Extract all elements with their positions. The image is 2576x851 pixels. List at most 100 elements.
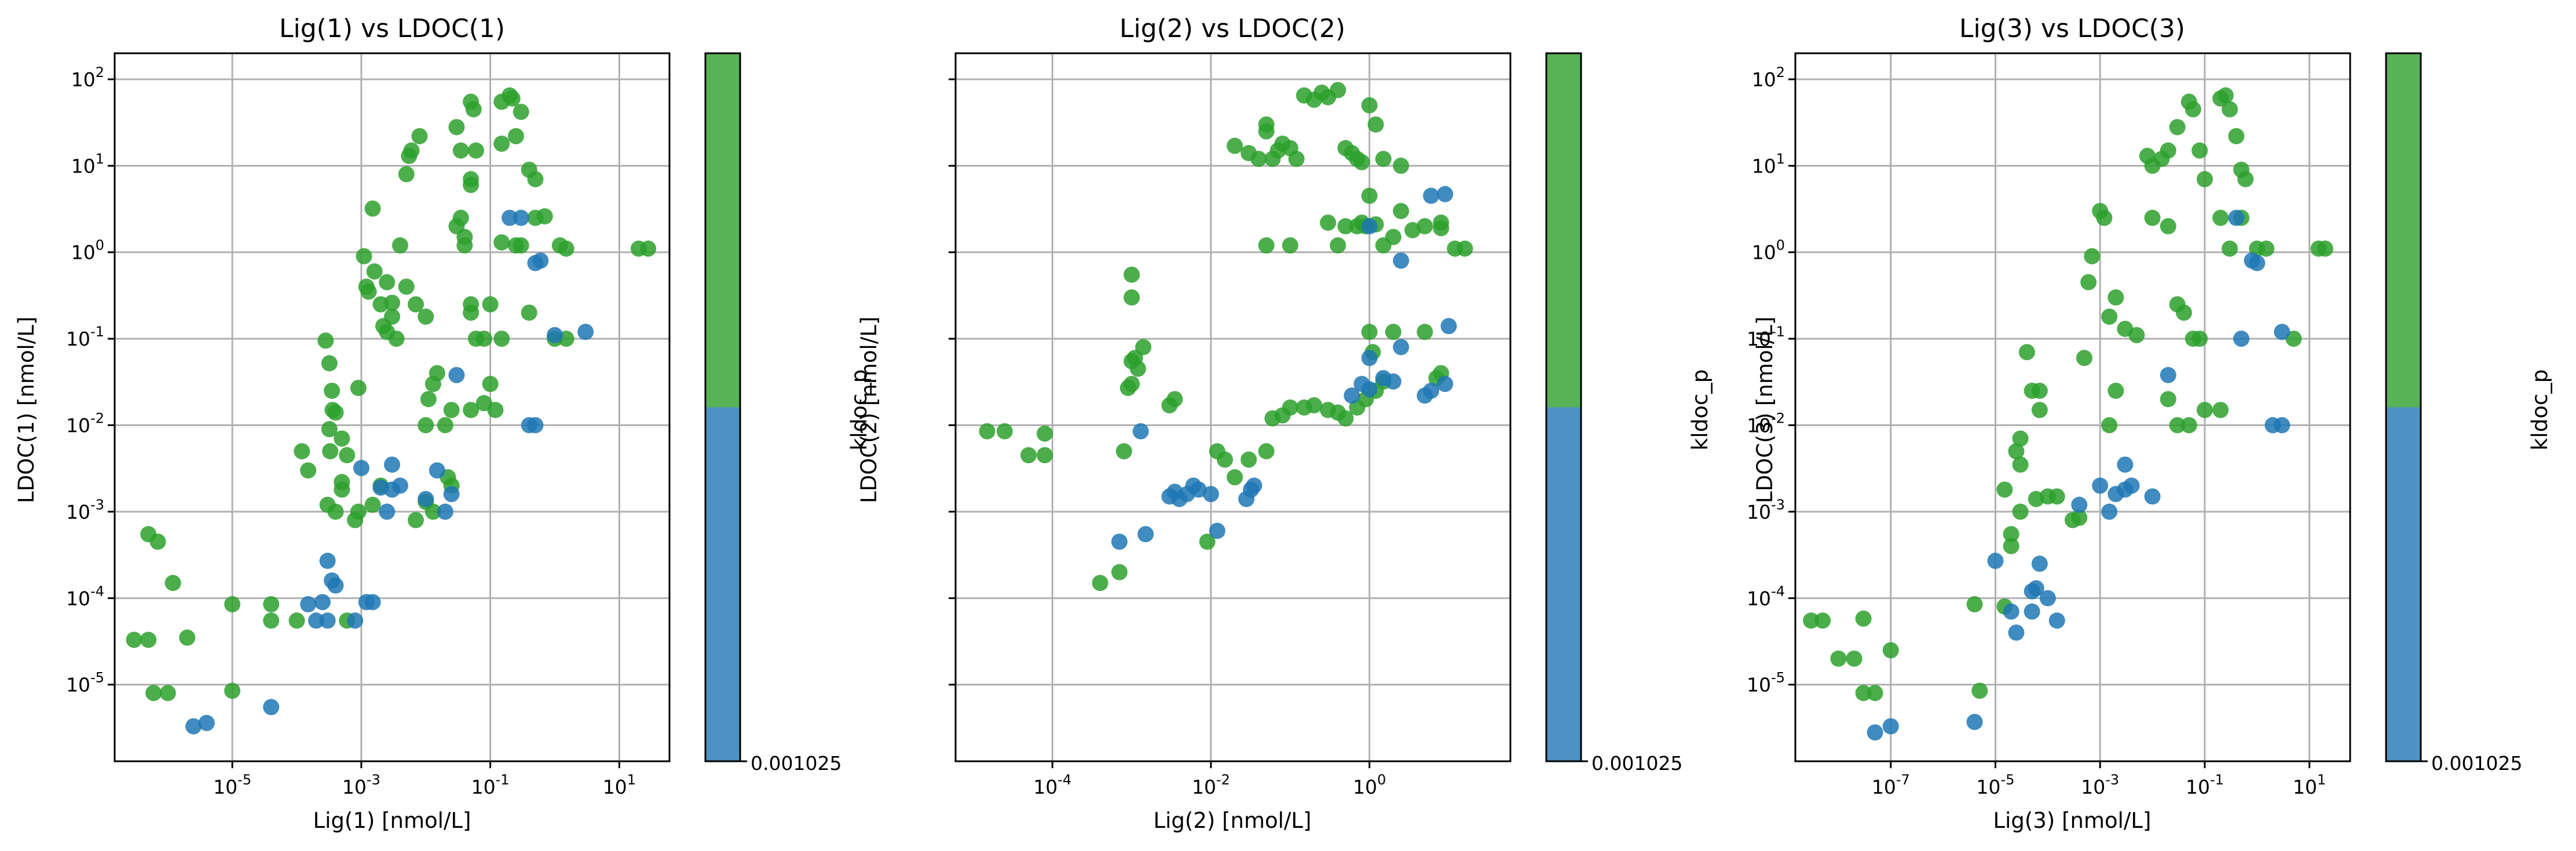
scatter-point	[2080, 274, 2097, 291]
scatter-point	[1361, 97, 1378, 113]
y-tick-label: 10-4	[1747, 583, 1785, 610]
scatter-point	[1361, 381, 1378, 398]
scatter-point	[2031, 383, 2048, 399]
scatter-point	[2222, 101, 2238, 118]
scatter-point	[327, 404, 344, 421]
scatter-point	[2169, 417, 2186, 434]
scatter-point	[1037, 426, 1053, 442]
scatter-point	[2160, 391, 2176, 408]
scatter-point	[159, 685, 176, 702]
scatter-point	[1457, 240, 1473, 257]
scatter-point	[456, 237, 473, 254]
colorbar-tick-label: 0.001025	[2431, 752, 2522, 775]
scatter-point	[319, 612, 336, 629]
scatter-point	[2012, 430, 2029, 447]
x-axis-label: Lig(3) [nmol/L]	[1993, 808, 2151, 833]
scatter-point	[224, 596, 241, 612]
scatter-point	[2003, 526, 2019, 542]
x-tick-label: 10-1	[471, 772, 510, 798]
scatter-point	[1882, 642, 1899, 659]
scatter-point	[2169, 119, 2186, 135]
colorbar-frame	[1545, 52, 1582, 762]
scatter-point	[1344, 387, 1360, 404]
scatter-point	[1330, 82, 1346, 98]
x-axis-label: Lig(1) [nmol/L]	[313, 808, 471, 833]
scatter-point	[465, 101, 482, 118]
scatter-point	[1393, 203, 1410, 219]
scatter-point	[2228, 128, 2245, 145]
scatter-point	[1440, 318, 1457, 335]
scatter-point	[1353, 154, 1370, 171]
scatter-point	[979, 423, 996, 439]
scatter-point	[1209, 523, 1225, 539]
x-tick-label: 10-1	[2186, 772, 2224, 798]
scatter-point	[2144, 488, 2161, 505]
scatter-point	[527, 417, 544, 434]
scatter-point	[347, 612, 364, 629]
scatter-point	[429, 365, 445, 382]
scatter-point	[1417, 218, 1433, 234]
x-axis-label: Lig(2) [nmol/L]	[1154, 808, 1312, 833]
scatter-point	[1996, 481, 2013, 498]
scatter-point	[507, 128, 524, 145]
scatter-point	[2028, 580, 2044, 597]
scatter-point	[527, 171, 544, 188]
scatter-point	[350, 503, 367, 520]
scatter-point	[577, 324, 594, 340]
scatter-point	[2160, 366, 2176, 383]
scatter-point	[527, 255, 544, 272]
scatter-point	[2128, 327, 2145, 343]
scatter-point	[384, 295, 400, 311]
scatter-point	[2123, 477, 2140, 494]
scatter-point	[443, 486, 460, 502]
chart-title: Lig(2) vs LDOC(2)	[1119, 14, 1345, 43]
scatter-point	[1966, 596, 1983, 612]
scatter-point	[321, 421, 338, 438]
scatter-point	[547, 327, 563, 343]
scatter-point	[408, 512, 424, 529]
scatter-point	[300, 462, 317, 479]
scatter-points	[126, 87, 657, 735]
y-tick-label: 101	[71, 151, 104, 177]
scatter-point	[2092, 477, 2109, 494]
scatter-point	[1111, 533, 1128, 550]
scatter-point	[2197, 402, 2213, 419]
x-tick-label: 10-2	[1192, 772, 1230, 798]
subplot-lig3-vs-ldoc3: Lig(3) vs LDOC(3) Lig(3) [nmol/L] LDOC(3…	[1747, 14, 2552, 833]
scatter-point	[1124, 266, 1140, 283]
scatter-point	[2031, 555, 2048, 572]
scatter-point	[452, 142, 469, 159]
scatter-point	[1135, 339, 1152, 355]
scatter-point	[448, 119, 465, 135]
scatter-point	[1393, 157, 1410, 174]
scatter-point	[487, 402, 504, 419]
colorbar-segment-high	[1546, 53, 1581, 408]
chart-title: Lig(1) vs LDOC(1)	[279, 14, 505, 43]
scatter-point	[2228, 210, 2245, 226]
scatter-point	[2003, 603, 2019, 620]
scatter-point	[1855, 685, 1872, 702]
scatter-points	[979, 82, 1473, 591]
scatter-point	[1111, 564, 1128, 581]
scatter-point	[1867, 685, 1883, 702]
colorbar-tick-label: 0.001025	[751, 752, 841, 775]
scatter-point	[1417, 324, 1433, 340]
scatter-point	[1361, 350, 1378, 366]
scatter-point	[2191, 142, 2208, 159]
scatter-point	[1433, 214, 1450, 231]
scatter-point	[420, 391, 437, 408]
scatter-point	[2031, 402, 2048, 419]
scatter-point	[403, 142, 420, 159]
scatter-point	[1166, 391, 1183, 408]
scatter-point	[2317, 240, 2333, 257]
scatter-points	[1803, 87, 2333, 741]
scatter-point	[1830, 650, 1847, 667]
scatter-point	[353, 460, 369, 476]
scatter-point	[356, 248, 372, 265]
scatter-point	[1250, 151, 1267, 167]
x-tick-label: 101	[603, 772, 636, 798]
scatter-point	[334, 474, 350, 490]
scatter-point	[300, 596, 317, 612]
scatter-point	[2144, 210, 2161, 226]
scatter-point	[482, 376, 499, 393]
